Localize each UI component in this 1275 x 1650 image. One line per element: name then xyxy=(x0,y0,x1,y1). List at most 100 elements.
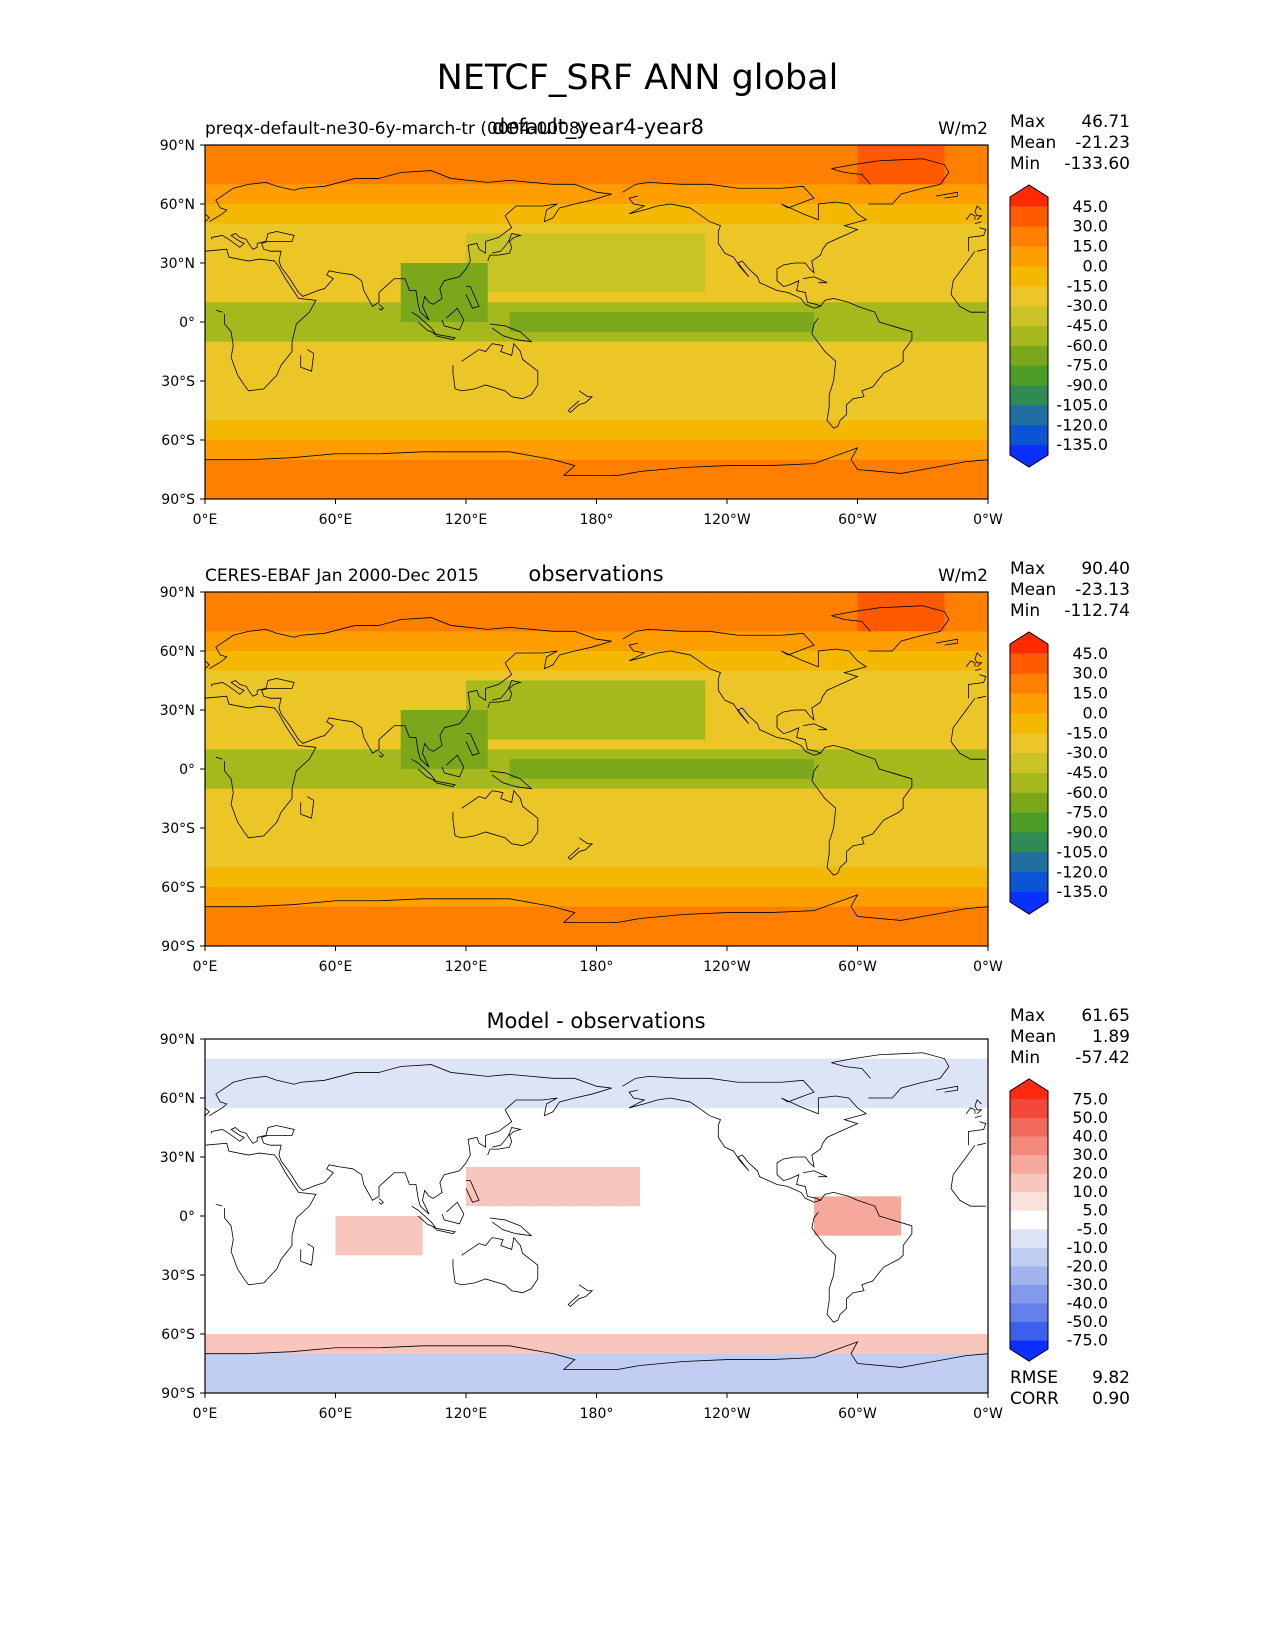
field-cell xyxy=(444,322,467,333)
field-cell xyxy=(901,788,924,800)
field-cell xyxy=(400,361,424,372)
field-cell xyxy=(966,449,988,461)
field-cell xyxy=(661,1107,685,1119)
field-cell xyxy=(792,1107,815,1119)
coastline xyxy=(977,695,986,699)
field-cell xyxy=(574,341,598,353)
field-cell xyxy=(509,1157,532,1168)
field-cell xyxy=(553,778,576,790)
colorbar-cell xyxy=(1010,1210,1048,1230)
field-cell xyxy=(226,322,250,333)
field-cell xyxy=(444,739,467,750)
field-cell xyxy=(705,788,728,800)
field-cell xyxy=(966,1196,988,1207)
field-cell xyxy=(618,400,641,412)
field-cell xyxy=(814,611,837,623)
field-cell xyxy=(944,1048,967,1060)
field-cell xyxy=(814,272,837,284)
field-cell xyxy=(770,837,793,849)
field-cell xyxy=(531,739,554,750)
field-cell xyxy=(574,1353,598,1365)
field-cell xyxy=(640,680,663,691)
field-cell xyxy=(901,1098,924,1109)
field-cell xyxy=(466,331,489,343)
field-cell xyxy=(248,808,271,819)
field-cell xyxy=(205,371,228,382)
field-cell xyxy=(357,164,380,176)
field-cell xyxy=(705,1284,728,1296)
field-cell xyxy=(205,1176,228,1188)
field-cell xyxy=(901,700,924,711)
lon-tick-label: 60°W xyxy=(838,512,877,528)
field-cell xyxy=(487,1117,511,1129)
field-cell xyxy=(814,430,837,441)
field-cell xyxy=(531,302,554,313)
field-cell xyxy=(335,778,358,790)
field-cell xyxy=(574,1039,598,1050)
field-cell xyxy=(466,420,489,431)
field-cell xyxy=(618,1107,641,1119)
field-cell xyxy=(553,233,576,244)
field-cell xyxy=(205,1284,228,1296)
field-cell xyxy=(400,926,424,937)
field-cell xyxy=(792,788,815,800)
field-cell xyxy=(748,253,772,264)
field-cell xyxy=(270,729,293,741)
field-cell xyxy=(422,739,445,750)
field-cell xyxy=(727,331,750,343)
field-cell xyxy=(705,1324,728,1335)
field-cell xyxy=(792,837,815,849)
field-cell xyxy=(574,204,598,215)
field-cell xyxy=(901,331,924,343)
field-cell xyxy=(640,729,663,741)
field-cell xyxy=(357,690,380,701)
field-cell xyxy=(400,1255,424,1266)
field-cell xyxy=(857,1196,880,1207)
field-cell xyxy=(531,1058,554,1070)
field-cell xyxy=(596,1058,619,1070)
field-cell xyxy=(727,867,750,878)
field-cell xyxy=(727,769,750,780)
field-cell xyxy=(379,302,402,313)
field-cell xyxy=(640,1039,663,1050)
field-cell xyxy=(226,1088,250,1099)
field-cell xyxy=(879,145,902,156)
field-cell xyxy=(640,1088,663,1099)
lat-tick-label: 30°S xyxy=(161,821,195,837)
field-cell xyxy=(683,818,706,829)
coastline xyxy=(215,756,223,760)
field-cell xyxy=(422,778,445,790)
field-cell xyxy=(901,896,924,908)
figure-title: NETCF_SRF ANN global xyxy=(436,58,839,98)
field-cell xyxy=(379,1334,402,1345)
field-cell xyxy=(357,302,380,313)
field-cell xyxy=(444,381,467,392)
field-cell xyxy=(618,243,641,254)
field-cell xyxy=(770,1324,793,1335)
field-cell xyxy=(944,739,967,750)
field-cell xyxy=(487,1058,511,1070)
field-cell xyxy=(901,749,924,760)
colorbar-cell xyxy=(1010,1284,1048,1304)
field-cell xyxy=(727,1363,750,1374)
field-cell xyxy=(444,390,467,402)
field-cell xyxy=(574,719,598,731)
field-cell xyxy=(531,1334,554,1345)
field-cell xyxy=(640,936,663,946)
field-cell xyxy=(835,351,859,362)
field-cell xyxy=(509,847,532,859)
field-cell xyxy=(444,400,467,412)
field-cell xyxy=(683,1206,706,1217)
coastline xyxy=(489,1217,533,1237)
field-cell xyxy=(335,1314,358,1325)
field-cell xyxy=(857,729,880,741)
field-cell xyxy=(248,1225,271,1237)
field-cell xyxy=(640,449,663,461)
field-cell xyxy=(661,729,685,741)
field-cell xyxy=(357,272,380,284)
field-cell xyxy=(313,1363,337,1374)
lat-tick-label: 90°S xyxy=(161,939,195,955)
field-cell xyxy=(640,1334,663,1345)
field-cell xyxy=(966,1088,988,1099)
field-cell xyxy=(879,400,902,412)
